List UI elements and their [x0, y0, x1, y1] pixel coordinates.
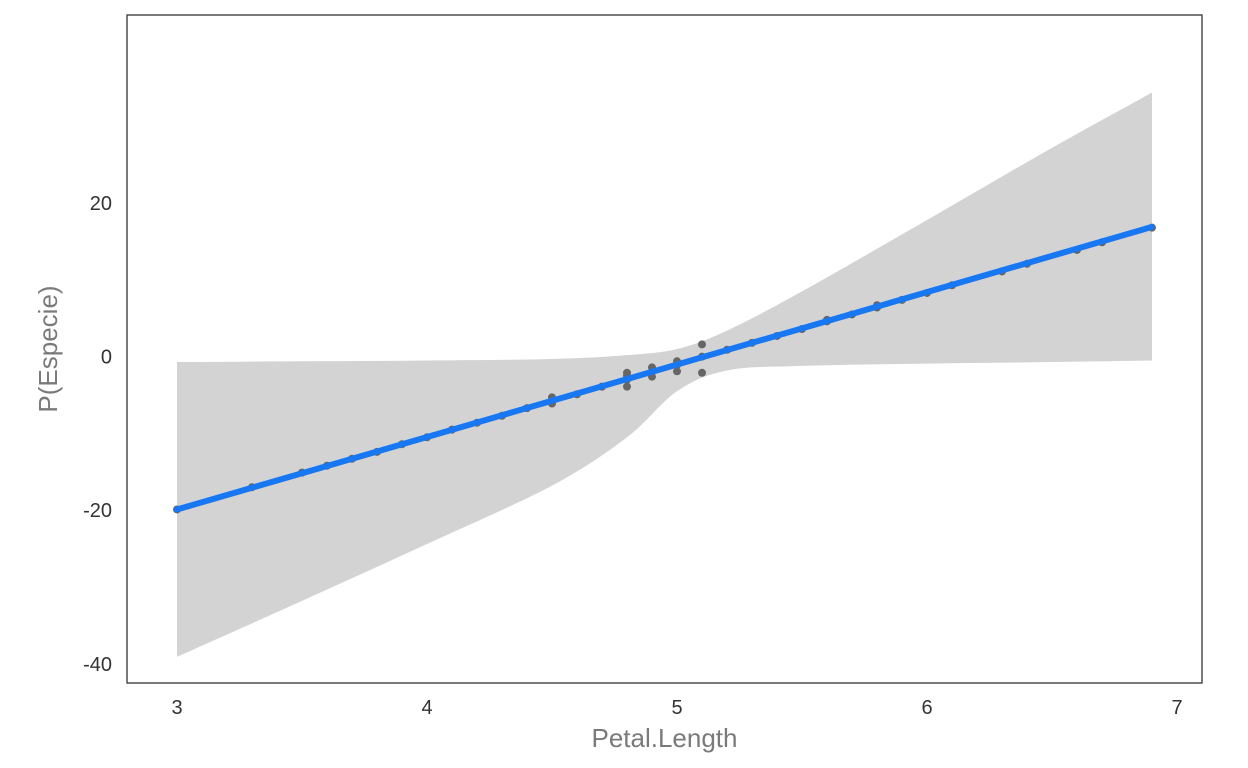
fit-line-layer — [174, 223, 1155, 513]
x-tick-label: 7 — [1171, 697, 1182, 719]
x-axis-title: Petal.Length — [591, 723, 737, 753]
x-tick-label: 6 — [921, 697, 932, 719]
plot-frame — [126, 14, 1203, 684]
x-tick-label: 5 — [671, 697, 682, 719]
y-tick-label: -40 — [83, 654, 112, 676]
data-point — [623, 382, 631, 391]
ticks-layer: 3 4 5 6 7 -40 -20 0 20 — [83, 193, 1182, 719]
data-point — [698, 340, 706, 349]
y-tick-label: -20 — [83, 500, 112, 522]
x-tick-label: 4 — [421, 697, 432, 719]
y-tick-label: 0 — [101, 347, 112, 369]
x-tick-label: 3 — [171, 697, 182, 719]
data-point — [698, 368, 706, 377]
data-point — [673, 367, 681, 376]
y-axis-title: P(Especie) — [33, 285, 63, 412]
y-tick-label: 20 — [90, 193, 112, 215]
confidence-band-layer — [177, 92, 1152, 657]
fit-line — [174, 223, 1155, 513]
confidence-band — [177, 92, 1152, 657]
